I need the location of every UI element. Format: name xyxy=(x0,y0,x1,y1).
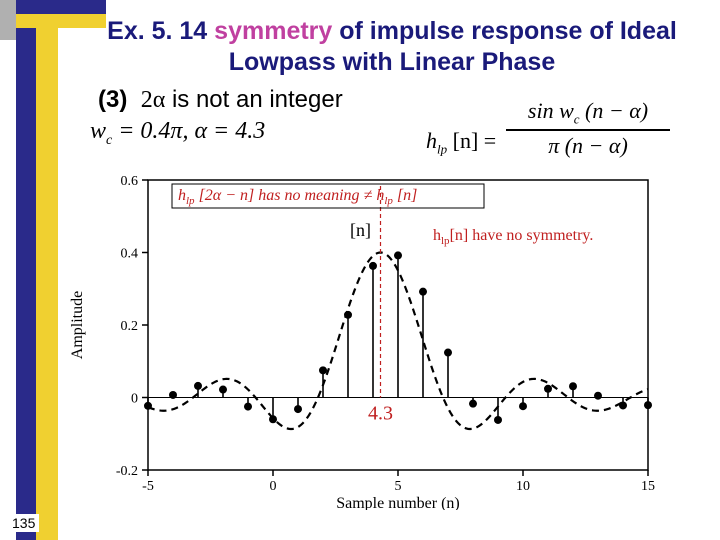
decor-blue-col xyxy=(16,0,36,540)
svg-text:0: 0 xyxy=(131,392,138,407)
svg-text:15: 15 xyxy=(641,479,655,494)
h-arg: [n] = xyxy=(453,128,497,153)
title-part1: Ex. 5. 14 xyxy=(107,17,214,45)
h-sub: lp xyxy=(437,141,447,156)
frac-top: sin wc (n − α) xyxy=(498,98,678,127)
svg-text:4.3: 4.3 xyxy=(368,403,393,425)
frac-top-b: (n − α) xyxy=(580,98,649,123)
h-h: h xyxy=(426,128,437,153)
case-number: (3) xyxy=(98,86,127,113)
svg-text:-5: -5 xyxy=(142,479,154,494)
svg-text:hlp [2α − n] has no meaning ≠: hlp [2α − n] has no meaning ≠ hlp [n] xyxy=(178,187,417,207)
svg-text:0: 0 xyxy=(270,479,277,494)
svg-text:Sample number (n): Sample number (n) xyxy=(336,495,460,510)
svg-text:hlp[n] have no symmetry.: hlp[n] have no symmetry. xyxy=(433,227,593,247)
svg-text:0.6: 0.6 xyxy=(121,174,139,189)
frac-top-a: sin w xyxy=(528,98,574,123)
slide-decor xyxy=(0,0,60,540)
case-tail: is not an integer xyxy=(172,86,343,113)
eq-line: wc = 0.4π, α = 4.3 xyxy=(90,118,265,149)
frac-bar xyxy=(506,129,670,131)
frac-bot: π (n − α) xyxy=(498,133,678,159)
chart: -0.2 0 0.2 0.4 0.6 -5 0 5 10 15 Sample number (n) A… xyxy=(64,170,684,510)
svg-text:[n]: [n] xyxy=(350,220,371,240)
svg-text:0.4: 0.4 xyxy=(121,247,139,262)
fraction: sin wc (n − α) π (n − α) xyxy=(498,98,678,159)
page-number: 135 xyxy=(8,514,39,532)
svg-text:-0.2: -0.2 xyxy=(116,464,138,479)
svg-text:Amplitude: Amplitude xyxy=(69,291,86,359)
eq-tail: = 0.4π, α = 4.3 xyxy=(112,118,265,144)
decor-yellow-col xyxy=(36,0,58,540)
title-symmetry: symmetry xyxy=(214,17,332,45)
h-label: hlp [n] = xyxy=(426,128,496,157)
svg-text:0.2: 0.2 xyxy=(121,319,139,334)
slide-title: Ex. 5. 14 symmetry of impulse response o… xyxy=(72,16,712,79)
eq-w: w xyxy=(90,118,106,144)
svg-text:5: 5 xyxy=(395,479,402,494)
decor-grey xyxy=(0,0,16,40)
decor-blue-top xyxy=(16,0,106,14)
case-line: (3) 2α is not an integer xyxy=(98,86,343,114)
svg-text:10: 10 xyxy=(516,479,530,494)
case-alpha: 2α xyxy=(141,87,166,113)
